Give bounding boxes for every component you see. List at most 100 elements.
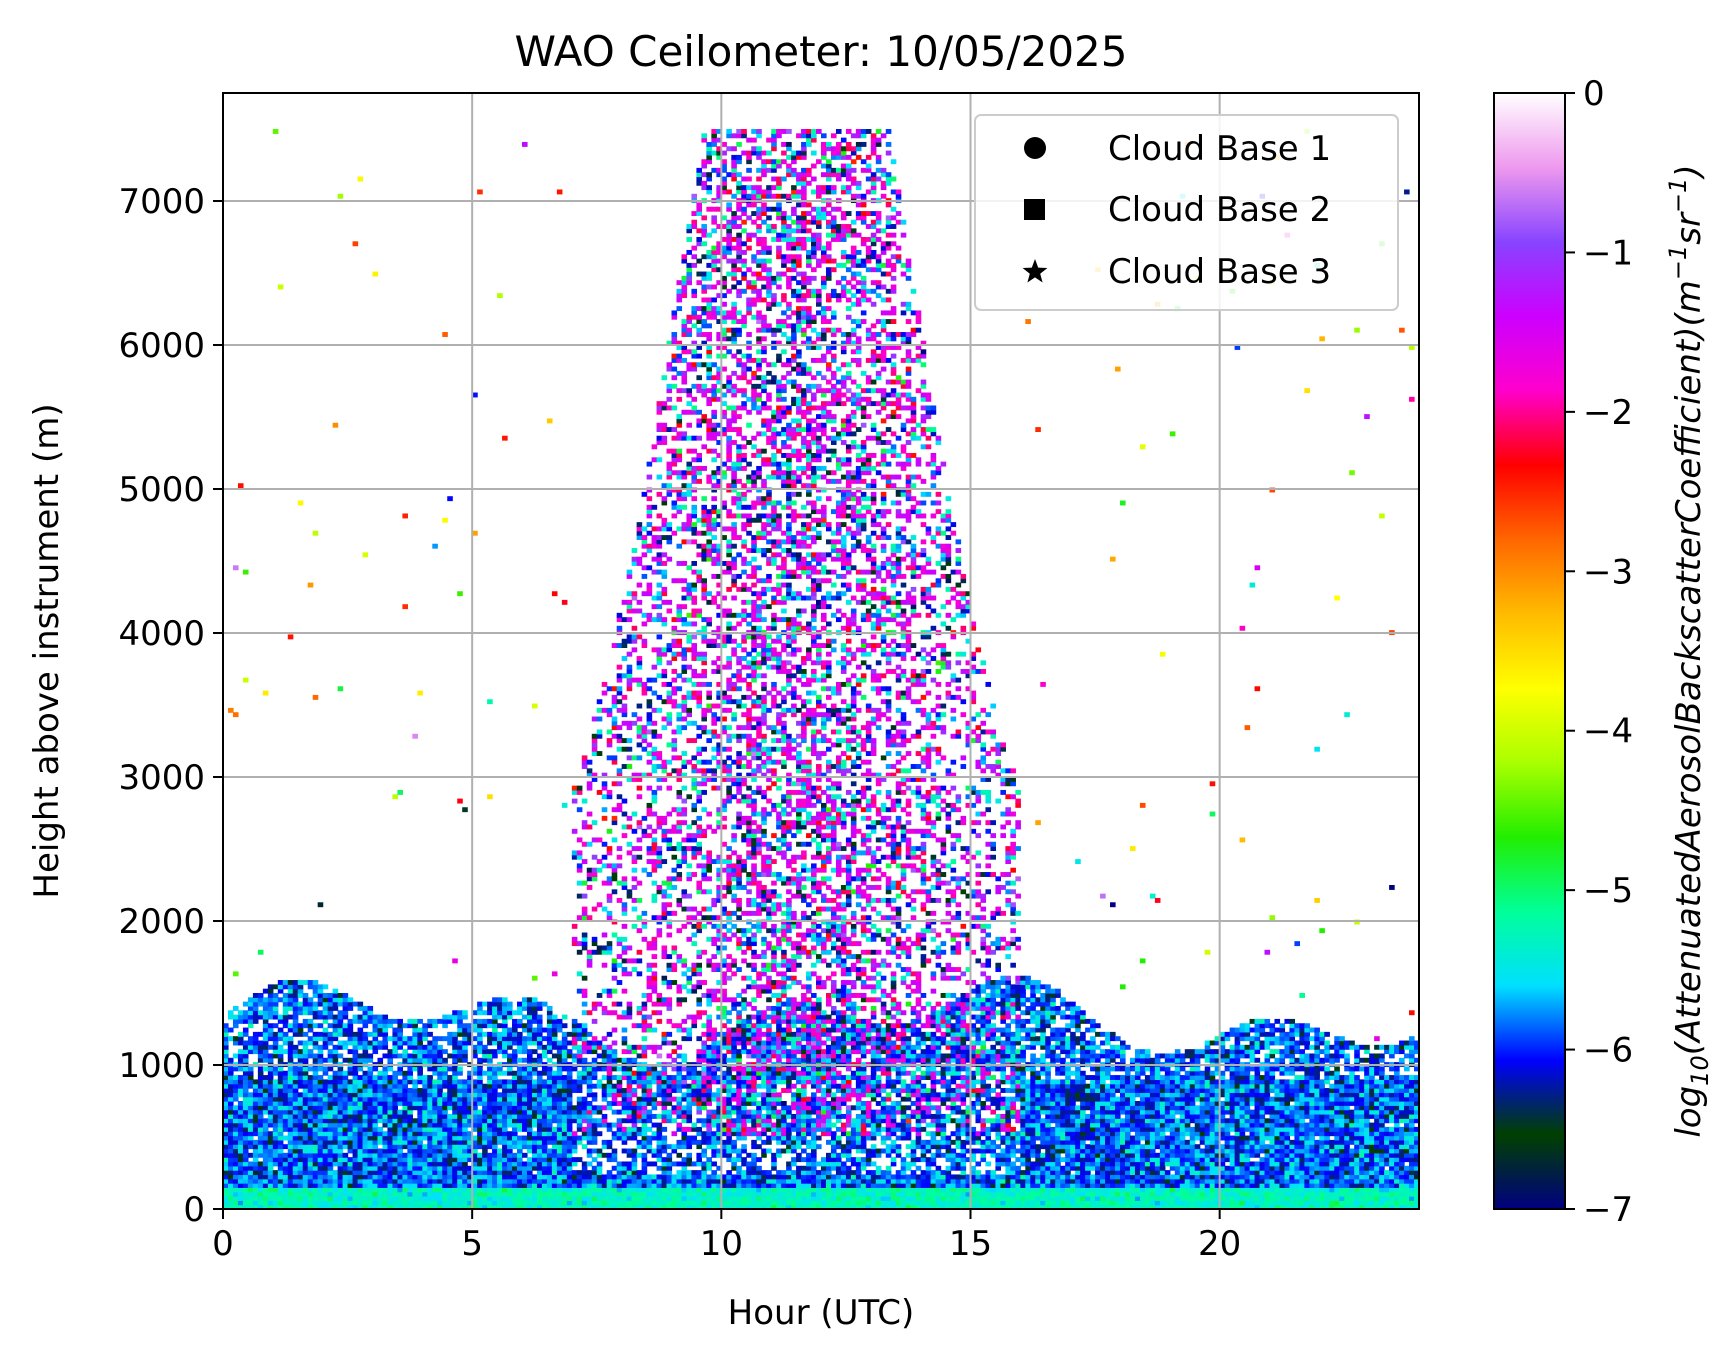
heatmap-cell <box>676 777 683 782</box>
heatmap-cell <box>556 1196 563 1201</box>
heatmap-cell <box>332 1005 339 1011</box>
heatmap-cell <box>636 1096 643 1102</box>
heatmap-cell <box>482 1131 488 1137</box>
heatmap-cell <box>272 1122 279 1128</box>
heatmap-cell <box>232 1014 239 1020</box>
heatmap-cell <box>327 1174 334 1180</box>
heatmap-cell <box>651 837 658 843</box>
heatmap-cell <box>472 1152 478 1158</box>
heatmap-cell <box>601 841 608 847</box>
heatmap-cell <box>287 1139 294 1145</box>
heatmap-cell <box>247 1170 254 1176</box>
heatmap-cell <box>701 889 707 895</box>
heatmap-cell <box>686 824 693 830</box>
heatmap-cell <box>571 941 578 947</box>
heatmap-cell <box>636 1196 643 1201</box>
heatmap-cell <box>591 854 598 860</box>
heatmap-cell <box>317 1122 324 1128</box>
heatmap-cell <box>417 1044 423 1050</box>
heatmap-cell <box>671 1079 678 1085</box>
heatmap-cell <box>517 1204 523 1209</box>
heatmap-cell <box>676 789 683 795</box>
heatmap-cell <box>412 1144 418 1150</box>
heatmap-cell <box>497 1122 503 1128</box>
heatmap-cell <box>686 262 693 268</box>
heatmap-cell <box>661 975 668 981</box>
heatmap-cell <box>227 1148 234 1154</box>
heatmap-cell <box>611 815 618 821</box>
heatmap-cell <box>292 1109 299 1115</box>
heatmap-cell <box>457 1083 463 1089</box>
heatmap-cell <box>472 1010 478 1016</box>
heatmap-cell <box>302 1170 309 1176</box>
heatmap-cell <box>382 1083 389 1089</box>
heatmap-cell <box>322 997 329 1003</box>
heatmap-cell <box>432 1178 438 1184</box>
heatmap-cell <box>541 1196 548 1201</box>
heatmap-cell <box>656 651 663 657</box>
heatmap-cell <box>442 1174 448 1180</box>
heatmap-cell <box>407 1066 413 1072</box>
heatmap-cell <box>661 893 668 899</box>
heatmap-cell <box>257 1196 264 1201</box>
heatmap-cell <box>676 1023 683 1029</box>
heatmap-cell <box>522 1139 528 1145</box>
heatmap-cell <box>302 1053 309 1059</box>
heatmap-cell <box>252 1083 259 1089</box>
heatmap-cell <box>372 1092 379 1098</box>
heatmap-cell <box>372 1152 379 1158</box>
heatmap-cell <box>257 1105 264 1111</box>
heatmap-cell <box>671 1183 678 1188</box>
heatmap-cell <box>482 1088 488 1093</box>
heatmap-cell <box>232 1139 239 1145</box>
heatmap-cell <box>332 1174 339 1180</box>
heatmap-cell <box>297 1075 304 1080</box>
heatmap-cell <box>616 738 623 744</box>
heatmap-cell <box>626 1118 633 1124</box>
heatmap-cell <box>477 1001 483 1007</box>
heatmap-cell <box>352 1070 359 1076</box>
heatmap-cell <box>546 1113 553 1119</box>
heatmap-cell <box>267 1044 274 1050</box>
heatmap-cell <box>337 1070 344 1076</box>
heatmap-cell <box>227 1126 234 1132</box>
heatmap-cell <box>631 1101 638 1106</box>
heatmap-cell <box>646 1135 653 1141</box>
heatmap-cell <box>407 1018 413 1024</box>
heatmap-cell <box>307 997 314 1003</box>
heatmap-cell <box>531 1070 538 1076</box>
heatmap-cell <box>487 1105 493 1111</box>
heatmap-cell <box>287 1200 294 1206</box>
heatmap-cell <box>671 513 678 519</box>
heatmap-cell <box>267 1144 274 1150</box>
heatmap-cell <box>696 1096 702 1102</box>
heatmap-cell <box>262 1088 269 1093</box>
heatmap-cell <box>472 1092 478 1098</box>
heatmap-cell <box>606 876 613 882</box>
heatmap-cell <box>437 1131 443 1137</box>
heatmap-cell <box>671 699 678 705</box>
heatmap-cell <box>247 1101 254 1106</box>
heatmap-cell <box>621 910 628 916</box>
heatmap-cell <box>417 1057 423 1063</box>
heatmap-cell <box>257 1001 264 1007</box>
heatmap-cell <box>636 729 643 735</box>
heatmap-cell <box>287 1083 294 1089</box>
heatmap-cell <box>626 1079 633 1085</box>
heatmap-cell <box>656 1135 663 1141</box>
heatmap-cell <box>666 1183 673 1188</box>
heatmap-cell <box>492 1174 498 1180</box>
heatmap-cell <box>412 1018 418 1024</box>
heatmap-cell <box>561 1118 568 1124</box>
heatmap-cell <box>372 1187 379 1193</box>
heatmap-cell <box>666 1083 673 1089</box>
heatmap-cell <box>651 1131 658 1137</box>
heatmap-cell <box>382 1096 389 1102</box>
heatmap-cell <box>561 1113 568 1119</box>
heatmap-cell <box>671 638 678 644</box>
heatmap-cell <box>437 1079 443 1085</box>
heatmap-cell <box>661 889 668 895</box>
heatmap-cell <box>407 1040 413 1046</box>
heatmap-cell <box>357 1139 364 1145</box>
heatmap-cell <box>616 1170 623 1176</box>
